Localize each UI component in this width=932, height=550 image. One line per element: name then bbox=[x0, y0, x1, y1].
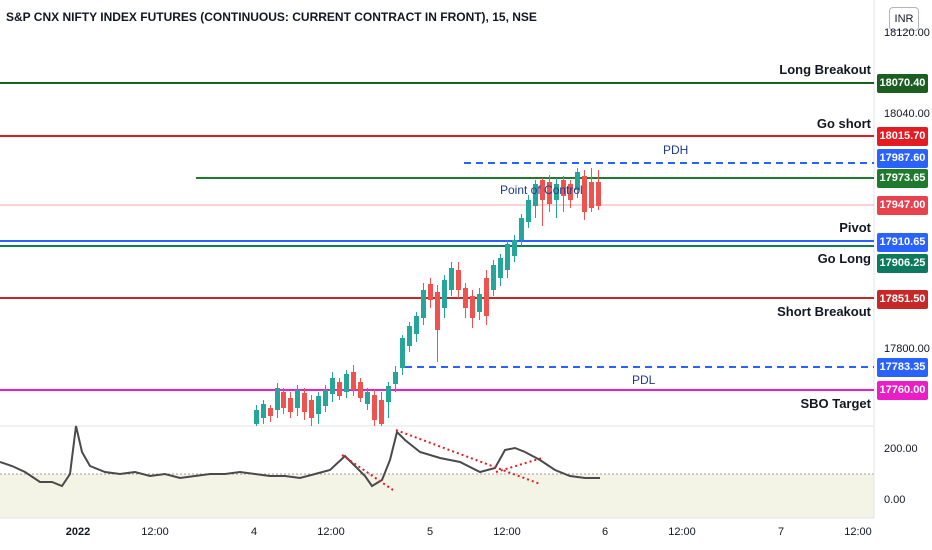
candle-body bbox=[358, 382, 363, 398]
candle-body bbox=[372, 395, 377, 420]
candle-body bbox=[596, 182, 601, 206]
go-short-label: Go short bbox=[816, 116, 871, 131]
time-label: 5 bbox=[426, 526, 434, 538]
candle-body bbox=[414, 316, 419, 334]
last-price-tag: 17947.00 bbox=[877, 196, 928, 215]
trendline-2[interactable] bbox=[395, 429, 541, 485]
candle-body bbox=[491, 265, 496, 290]
time-label: 12:00 bbox=[141, 526, 169, 538]
sbo-target-label: SBO Target bbox=[800, 396, 871, 411]
candle-body bbox=[268, 408, 273, 416]
candle-body bbox=[386, 386, 391, 402]
candle-body bbox=[540, 180, 545, 200]
candle-body bbox=[316, 396, 321, 414]
candle-body bbox=[519, 218, 524, 240]
candle-body bbox=[435, 292, 440, 330]
candle-body bbox=[379, 400, 384, 424]
candle-body bbox=[288, 398, 293, 412]
candle-body bbox=[484, 278, 489, 316]
candle-body bbox=[309, 400, 314, 418]
time-label: 12:00 bbox=[844, 526, 872, 538]
point-of-control-label: Point of Control bbox=[500, 183, 583, 197]
candle-body bbox=[323, 390, 328, 406]
sbo-target-price-tag: 17760.00 bbox=[877, 381, 928, 400]
candle-body bbox=[449, 268, 454, 290]
time-label: 4 bbox=[250, 526, 258, 538]
currency-button[interactable]: INR bbox=[889, 7, 919, 31]
candle-body bbox=[554, 184, 559, 200]
pdl-label: PDL bbox=[632, 373, 656, 387]
candle-body bbox=[568, 184, 573, 200]
indicator-tick: 0.00 bbox=[884, 494, 906, 506]
time-label: 12:00 bbox=[668, 526, 696, 538]
candle-body bbox=[351, 372, 356, 390]
candle-body bbox=[477, 294, 482, 312]
candle-body bbox=[589, 182, 594, 208]
price-tick: 18120.00 bbox=[884, 27, 930, 39]
candle-body bbox=[407, 326, 412, 346]
time-label-2022: 2022 bbox=[65, 526, 91, 538]
candle-body bbox=[393, 372, 398, 384]
candle-body bbox=[254, 410, 259, 424]
candle-body bbox=[533, 184, 538, 206]
indicator-band bbox=[0, 474, 874, 518]
time-label: 12:00 bbox=[317, 526, 345, 538]
candle-body bbox=[421, 290, 426, 318]
candle-body bbox=[400, 338, 405, 368]
candle-body bbox=[295, 390, 300, 408]
candlestick-series bbox=[254, 168, 601, 426]
candle-body bbox=[337, 382, 342, 396]
go-long-label: Go Long bbox=[817, 251, 871, 266]
short-breakout-label: Short Breakout bbox=[777, 304, 871, 319]
long-breakout-label: Long Breakout bbox=[779, 62, 871, 77]
candle-body bbox=[463, 288, 468, 308]
candle-body bbox=[302, 393, 307, 412]
candle-body bbox=[512, 240, 517, 256]
pdh-price-tag: 17987.60 bbox=[877, 149, 928, 168]
trendline-3[interactable] bbox=[495, 457, 543, 473]
pdl-price-tag: 17783.35 bbox=[877, 358, 928, 377]
candle-body bbox=[281, 392, 286, 408]
indicator-line bbox=[0, 425, 600, 488]
green-level-price-tag: 17973.65 bbox=[877, 169, 928, 188]
candle-body bbox=[561, 180, 566, 196]
pivot-price-tag: 17910.65 bbox=[877, 233, 928, 252]
candle-body bbox=[456, 270, 461, 290]
candle-body bbox=[365, 392, 370, 404]
candle-body bbox=[470, 296, 475, 318]
short-breakout-price-tag: 17851.50 bbox=[877, 290, 928, 309]
candle-body bbox=[275, 388, 280, 410]
price-tick: 17800.00 bbox=[884, 343, 930, 355]
indicator-tick: 200.00 bbox=[884, 443, 918, 455]
chart-title: S&P CNX NIFTY INDEX FUTURES (CONTINUOUS:… bbox=[6, 10, 537, 24]
candle-body bbox=[442, 280, 447, 308]
go-short-price-tag: 18015.70 bbox=[877, 127, 928, 146]
go-long-price-tag: 17906.25 bbox=[877, 254, 928, 273]
time-label: 7 bbox=[777, 526, 785, 538]
candle-body bbox=[505, 244, 510, 270]
candle-body bbox=[575, 172, 580, 190]
pivot-label: Pivot bbox=[839, 220, 871, 235]
candle-body bbox=[344, 374, 349, 392]
pdh-label: PDH bbox=[663, 143, 689, 157]
candle-body bbox=[582, 176, 587, 212]
long-breakout-price-tag: 18070.40 bbox=[877, 74, 928, 93]
candle-body bbox=[547, 182, 552, 204]
candle-body bbox=[428, 284, 433, 300]
candle-body bbox=[526, 200, 531, 222]
candle-body bbox=[330, 378, 335, 394]
trendline-1[interactable] bbox=[341, 454, 394, 491]
price-tick: 18040.00 bbox=[884, 108, 930, 120]
candle-body bbox=[261, 404, 266, 418]
time-label: 6 bbox=[601, 526, 609, 538]
candle-body bbox=[498, 258, 503, 278]
time-label: 12:00 bbox=[493, 526, 521, 538]
